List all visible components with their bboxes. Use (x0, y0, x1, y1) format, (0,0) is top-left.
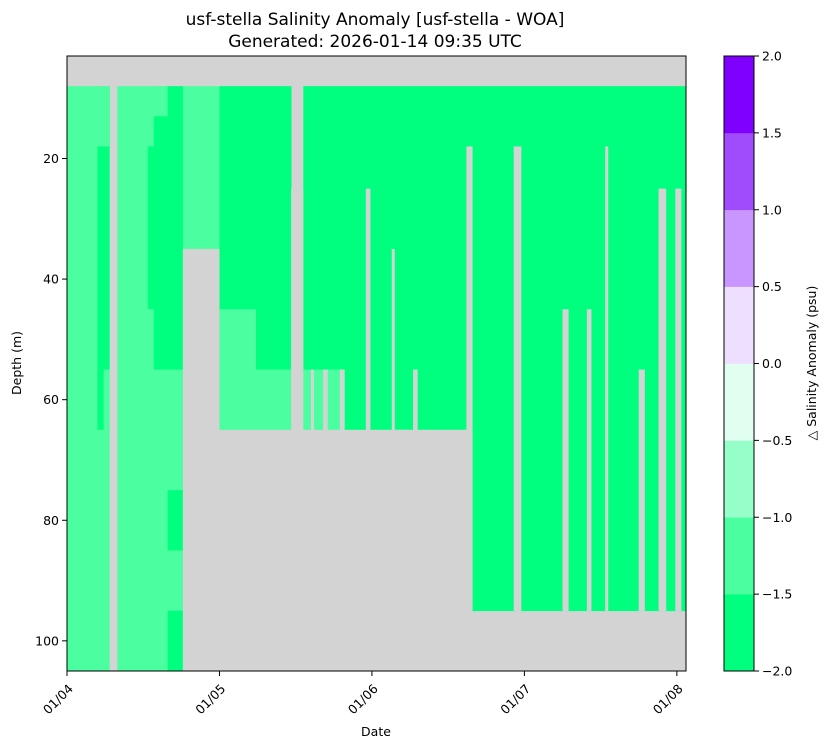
plot-frame (66, 55, 687, 672)
anomaly-cell (97, 429, 104, 672)
colorbar: −2.0 −1.5 −1.0 −0.5 0.0 0.5 1.0 1.5 2.0 (723, 49, 792, 679)
anomaly-cell (153, 86, 169, 117)
x-axis-label: Date (361, 724, 391, 739)
y-tick-label: 100 (35, 633, 59, 648)
y-tick-label: 40 (43, 272, 59, 287)
colorbar-segment (724, 56, 754, 134)
no-data-gap (310, 369, 314, 431)
no-data-gap (365, 188, 371, 431)
anomaly-cell (103, 86, 111, 147)
chart-title: usf-stella Salinity Anomaly [usf-stella … (186, 10, 565, 30)
x-tick-label: 01/08 (650, 681, 686, 717)
no-data-gap (413, 369, 418, 491)
anomaly-cell (147, 86, 155, 147)
y-axis: 20 40 60 80 100 (35, 151, 67, 648)
anomaly-cell (256, 369, 292, 431)
colorbar-segment (724, 209, 754, 287)
anomaly-cell (97, 86, 104, 147)
x-axis: 01/04 01/05 01/06 01/07 01/08 (40, 671, 686, 717)
no-data-gap (658, 188, 667, 612)
colorbar-tick-label: −1.0 (762, 510, 792, 525)
anomaly-cell (182, 86, 220, 250)
no-data-gap (339, 369, 345, 431)
anomaly-cell (256, 86, 292, 370)
colorbar-segment (724, 363, 754, 441)
x-tick-label: 01/05 (192, 681, 228, 717)
anomaly-cell (167, 610, 184, 672)
no-data-gap (586, 309, 592, 612)
no-data-gap (109, 146, 118, 672)
anomaly-cell (97, 146, 104, 431)
no-data-gap (638, 369, 645, 612)
y-tick-label: 60 (43, 392, 59, 407)
plot-area (66, 55, 687, 672)
anomaly-cell (219, 86, 257, 310)
no-data-gap (675, 188, 682, 612)
x-tick-label: 01/04 (40, 681, 76, 717)
colorbar-segment (724, 594, 754, 672)
anomaly-cell (147, 309, 155, 672)
no-data-gap (219, 429, 473, 672)
anomaly-cell (103, 146, 111, 370)
x-tick-label: 01/07 (497, 681, 533, 717)
colorbar-segment (724, 517, 754, 595)
anomaly-cell (153, 116, 169, 370)
colorbar-tick-label: 1.0 (762, 202, 782, 217)
no-data-gap (513, 146, 522, 612)
colorbar-label: △ Salinity Anomaly (psu) (804, 286, 819, 441)
anomaly-cell (147, 146, 155, 310)
colorbar-tick-label: −0.5 (762, 433, 792, 448)
no-data-gap (466, 146, 473, 431)
anomaly-cell (153, 369, 169, 672)
colorbar-tick-label: 1.5 (762, 125, 782, 140)
anomaly-cell (117, 86, 149, 147)
chart-subtitle: Generated: 2026-01-14 09:35 UTC (228, 32, 522, 52)
colorbar-tick-label: 2.0 (762, 49, 782, 64)
colorbar-tick-label: 0.0 (762, 356, 782, 371)
anomaly-cell (167, 369, 184, 491)
no-data-gap (422, 429, 427, 491)
x-tick-label: 01/06 (345, 681, 381, 717)
no-data-gap (461, 429, 467, 491)
colorbar-segment (724, 440, 754, 518)
no-data-gap (402, 429, 409, 491)
anomaly-cell (219, 309, 257, 431)
no-data-gap (291, 188, 304, 431)
no-data-gap (323, 369, 328, 431)
anomaly-cells (67, 86, 687, 672)
anomaly-cell (167, 550, 184, 612)
anomaly-cell (167, 490, 184, 551)
colorbar-tick-label: −1.5 (762, 587, 792, 602)
no-data-gaps (109, 146, 682, 672)
no-data-gap (391, 248, 395, 491)
colorbar-tick-label: 0.5 (762, 279, 782, 294)
colorbar-tick-label: −2.0 (762, 664, 792, 679)
no-data-gap (562, 309, 569, 612)
no-data-gap (394, 429, 403, 491)
anomaly-cell (117, 146, 149, 672)
no-data-gap (605, 146, 609, 612)
anomaly-cell (472, 429, 687, 612)
colorbar-segment (724, 286, 754, 364)
anomaly-cell (463, 86, 687, 431)
y-axis-label: Depth (m) (9, 331, 24, 395)
anomaly-cell (103, 369, 111, 672)
anomaly-cell (167, 86, 184, 370)
anomaly-cell (67, 86, 98, 672)
colorbar-segment (724, 132, 754, 211)
no-data-gap (182, 248, 220, 672)
y-tick-label: 20 (43, 151, 59, 166)
y-tick-label: 80 (43, 513, 59, 528)
